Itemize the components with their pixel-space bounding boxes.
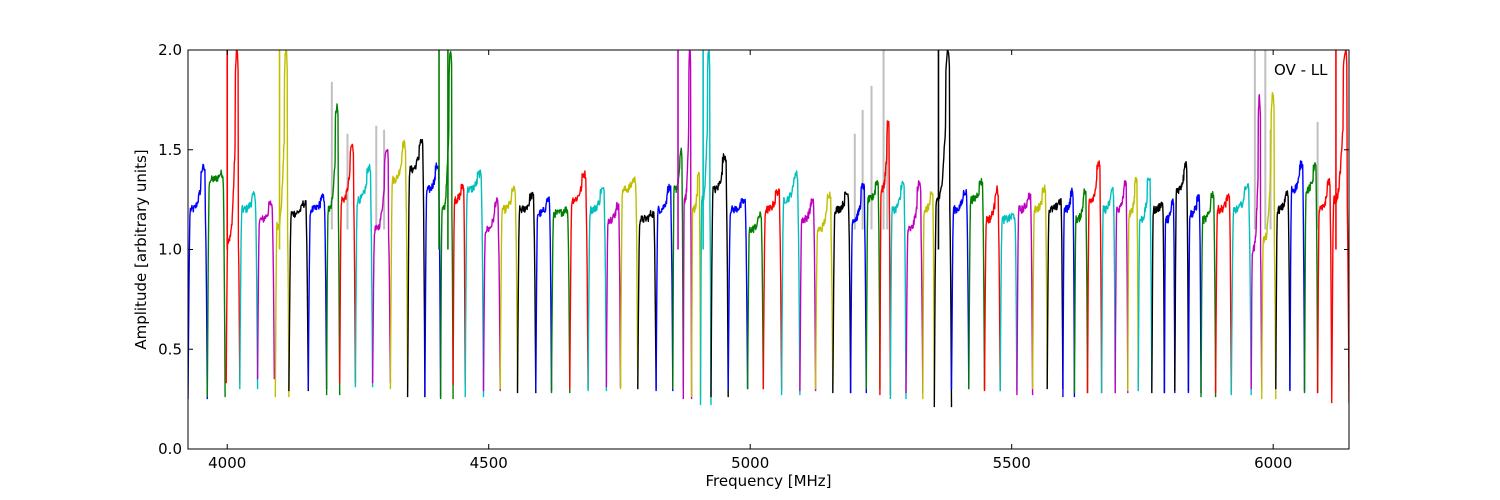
channel-line — [605, 201, 622, 388]
y-tick-label: 0.0 — [158, 440, 182, 458]
channel-line — [288, 199, 309, 392]
y-axis: 0.0 0.5 1.0 1.5 2.0 — [158, 41, 1349, 458]
channel-line — [587, 186, 608, 392]
channel-line — [239, 190, 259, 390]
channel-line — [464, 169, 485, 398]
channel-line — [1303, 162, 1319, 394]
channel-line — [1163, 198, 1176, 394]
x-axis-label: Frequency [MHz] — [705, 472, 831, 490]
x-tick-label: 5000 — [731, 454, 769, 472]
channel-line — [950, 188, 970, 390]
channel-line — [1127, 176, 1139, 392]
channel-line — [256, 200, 275, 380]
channel-line — [780, 170, 801, 396]
y-tick-label: 1.5 — [158, 141, 182, 159]
channel-line — [439, 50, 454, 400]
channel-line — [699, 50, 712, 406]
channel-line — [1114, 180, 1129, 394]
channel-line — [1174, 160, 1190, 392]
channel-line — [762, 188, 783, 390]
channel-line — [1260, 92, 1277, 400]
channel-line — [307, 193, 328, 390]
channel-line — [1230, 182, 1252, 396]
channel-line — [1086, 160, 1103, 394]
channel-line — [746, 211, 764, 390]
channel-line — [1200, 190, 1217, 398]
channel-line — [637, 209, 657, 390]
channel-line — [849, 182, 867, 394]
channel-line — [1046, 197, 1064, 390]
channel-line — [832, 191, 852, 394]
y-tick-label: 2.0 — [158, 41, 182, 59]
channel-line — [535, 196, 553, 392]
channel-line — [499, 185, 519, 390]
channel-line — [922, 191, 935, 400]
channel-line — [274, 50, 290, 398]
channel-line — [1073, 188, 1089, 394]
channel-line — [206, 169, 226, 398]
channel-line — [879, 120, 892, 396]
channel-line — [933, 50, 953, 408]
channel-line — [983, 185, 1001, 392]
y-axis-label: Amplitude [arbitrary units] — [132, 149, 150, 349]
channel-line — [710, 153, 729, 398]
channel-line — [1330, 50, 1349, 404]
channel-line — [482, 197, 501, 392]
channel-line — [339, 143, 357, 384]
channel-line — [889, 180, 907, 400]
x-tick-label: 4000 — [208, 454, 246, 472]
channel-line — [1250, 93, 1263, 390]
x-tick-label: 5500 — [993, 454, 1031, 472]
y-tick-label: 0.5 — [158, 340, 182, 358]
channel-line — [1275, 190, 1291, 390]
channel-line — [690, 171, 702, 398]
channel-line — [1151, 201, 1166, 394]
channel-line — [1187, 194, 1202, 394]
chart-annotation: OV - LL — [1274, 61, 1328, 79]
channel-line — [406, 138, 426, 398]
channel-line — [814, 191, 834, 390]
channel-line — [655, 183, 674, 392]
channel-line — [371, 148, 392, 384]
channel-line — [905, 180, 924, 394]
channel-line — [325, 103, 341, 396]
channel-line — [727, 198, 749, 390]
x-tick-label: 4500 — [470, 454, 508, 472]
channel-line — [550, 206, 571, 394]
channel-line — [1062, 187, 1076, 398]
channel-line — [619, 176, 639, 390]
channel-line — [354, 163, 374, 388]
channel-line — [516, 191, 537, 394]
channel-line — [1137, 177, 1153, 392]
channel-line — [799, 198, 817, 392]
channel-line — [1316, 177, 1333, 394]
channel-line — [1214, 193, 1233, 394]
plot-area — [188, 50, 1349, 408]
channel-line — [389, 139, 409, 390]
channel-line — [968, 177, 986, 390]
x-tick-label: 6000 — [1254, 454, 1292, 472]
channel-line — [1100, 186, 1116, 394]
x-axis: 4000 4500 5000 5500 6000 — [208, 50, 1292, 472]
y-tick-label: 1.0 — [158, 241, 182, 259]
channel-line — [1031, 184, 1048, 390]
channel-line — [569, 170, 589, 390]
channel-line — [1016, 192, 1034, 396]
channel-line — [452, 183, 466, 386]
channel-line — [424, 162, 442, 398]
channel-line — [865, 179, 881, 390]
channel-line — [188, 163, 208, 400]
channel-line — [999, 212, 1018, 392]
channel-line — [1289, 160, 1306, 392]
channel-line — [682, 50, 693, 400]
channel-line — [225, 50, 241, 384]
